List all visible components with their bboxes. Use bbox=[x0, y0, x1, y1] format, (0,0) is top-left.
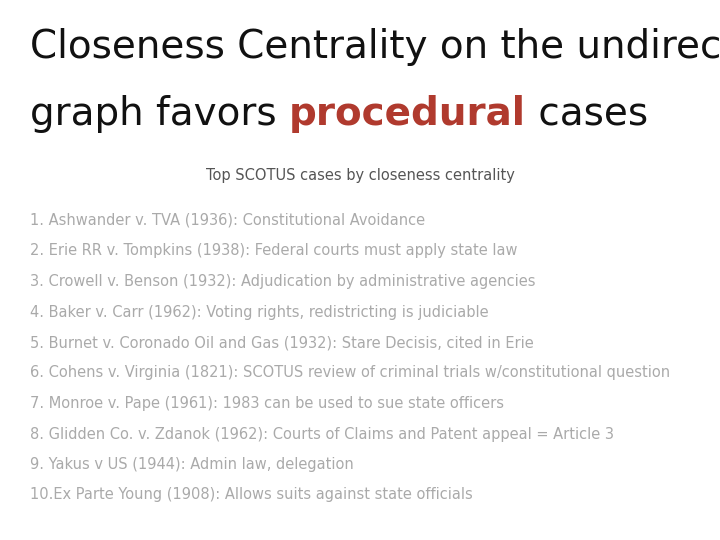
Text: 2. Erie RR v. Tompkins (1938): Federal courts must apply state law: 2. Erie RR v. Tompkins (1938): Federal c… bbox=[30, 244, 518, 259]
Text: 4. Baker v. Carr (1962): Voting rights, redistricting is judiciable: 4. Baker v. Carr (1962): Voting rights, … bbox=[30, 305, 489, 320]
Text: procedural: procedural bbox=[289, 95, 526, 133]
Text: Closeness Centrality on the undirected: Closeness Centrality on the undirected bbox=[30, 28, 720, 66]
Text: 10.Ex Parte Young (1908): Allows suits against state officials: 10.Ex Parte Young (1908): Allows suits a… bbox=[30, 488, 473, 503]
Text: 8. Glidden Co. v. Zdanok (1962): Courts of Claims and Patent appeal = Article 3: 8. Glidden Co. v. Zdanok (1962): Courts … bbox=[30, 427, 614, 442]
Text: 1. Ashwander v. TVA (1936): Constitutional Avoidance: 1. Ashwander v. TVA (1936): Constitution… bbox=[30, 213, 425, 228]
Text: 7. Monroe v. Pape (1961): 1983 can be used to sue state officers: 7. Monroe v. Pape (1961): 1983 can be us… bbox=[30, 396, 504, 411]
Text: 3. Crowell v. Benson (1932): Adjudication by administrative agencies: 3. Crowell v. Benson (1932): Adjudicatio… bbox=[30, 274, 536, 289]
Text: 6. Cohens v. Virginia (1821): SCOTUS review of criminal trials w/constitutional : 6. Cohens v. Virginia (1821): SCOTUS rev… bbox=[30, 366, 670, 381]
Text: graph favors: graph favors bbox=[30, 95, 289, 133]
Text: 9. Yakus v US (1944): Admin law, delegation: 9. Yakus v US (1944): Admin law, delegat… bbox=[30, 457, 354, 472]
Text: 5. Burnet v. Coronado Oil and Gas (1932): Stare Decisis, cited in Erie: 5. Burnet v. Coronado Oil and Gas (1932)… bbox=[30, 335, 534, 350]
Text: cases: cases bbox=[526, 95, 648, 133]
Text: Top SCOTUS cases by closeness centrality: Top SCOTUS cases by closeness centrality bbox=[206, 168, 514, 183]
